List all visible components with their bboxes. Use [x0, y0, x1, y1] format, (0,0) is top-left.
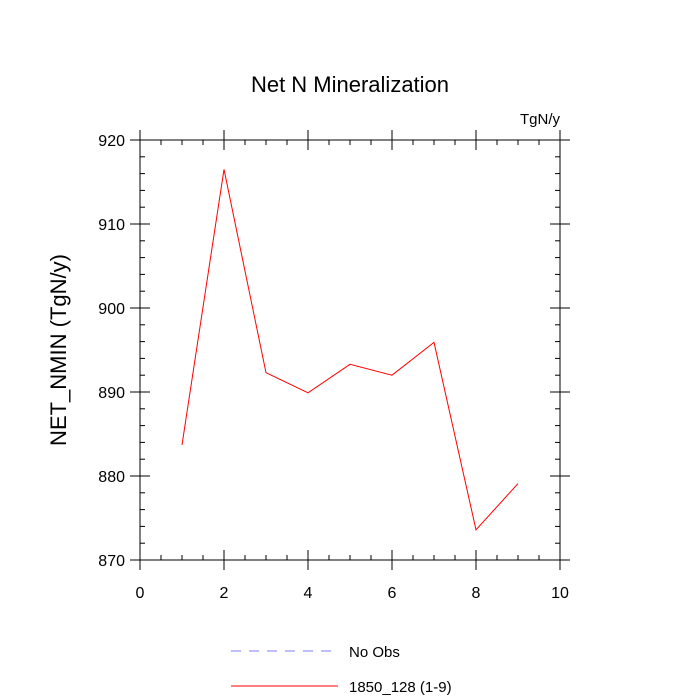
- y-tick-label: 880: [98, 469, 125, 486]
- y-tick-label: 910: [98, 217, 125, 234]
- chart-title: Net N Mineralization: [251, 72, 449, 97]
- plot-marks: 0 2 4 6 8 10 870 880 890 900 910 920: [98, 130, 570, 602]
- x-tick-label: 6: [388, 585, 397, 602]
- y-axis-title: NET_NMIN (TgN/y): [46, 254, 71, 446]
- units-label: TgN/y: [520, 111, 561, 128]
- x-tick-label: 10: [551, 585, 569, 602]
- plot-frame: [139, 139, 561, 561]
- legend-label: No Obs: [349, 644, 400, 661]
- series-line: [181, 169, 519, 531]
- y-tick-label: 900: [98, 301, 125, 318]
- x-tick-label: 2: [220, 585, 229, 602]
- x-tick-label: 0: [136, 585, 145, 602]
- legend-label: 1850_128 (1-9): [349, 679, 452, 696]
- y-tick-label: 920: [98, 133, 125, 150]
- x-tick-label: 8: [472, 585, 481, 602]
- x-tick-label: 4: [304, 585, 313, 602]
- y-tick-label: 870: [98, 553, 125, 570]
- y-tick-label: 890: [98, 385, 125, 402]
- legend: No Obs 1850_128 (1-9): [231, 644, 452, 696]
